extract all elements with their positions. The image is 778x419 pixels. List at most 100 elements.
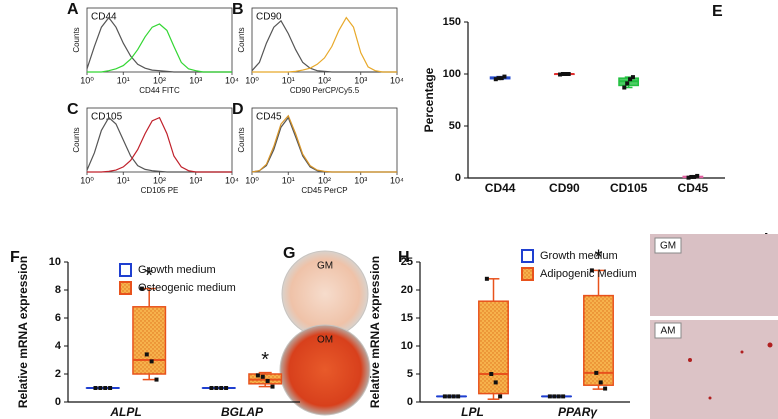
data-point xyxy=(630,75,635,80)
y-tick-label: 100 xyxy=(443,68,461,80)
y-tick-label: 25 xyxy=(401,256,413,268)
lipid-spot xyxy=(708,396,712,400)
significance-marker: * xyxy=(261,349,269,371)
x-tick-label: 10³ xyxy=(189,75,202,85)
data-point xyxy=(447,394,452,399)
legend-label: Osteogenic medium xyxy=(138,282,236,294)
y-tick-label: 2 xyxy=(55,368,61,380)
y-tick-label: 15 xyxy=(401,312,413,324)
data-point xyxy=(552,394,557,399)
x-tick-label: 10² xyxy=(318,75,331,85)
legend-label: Growth medium xyxy=(138,264,216,276)
data-point xyxy=(589,268,594,273)
y-tick-label: 4 xyxy=(55,340,62,352)
data-point xyxy=(689,174,694,179)
data-point xyxy=(108,386,113,390)
y-tick-label: 0 xyxy=(407,396,413,408)
data-point xyxy=(686,175,691,180)
x-axis-label: CD44 FITC xyxy=(139,86,180,95)
panel-letter: E xyxy=(712,3,723,20)
data-point xyxy=(93,386,98,390)
legend-label: Adipogenic Medium xyxy=(540,268,637,280)
data-point xyxy=(628,77,633,82)
legend-swatch xyxy=(521,249,534,263)
data-point xyxy=(692,174,697,179)
significance-marker: * xyxy=(595,247,603,269)
histogram-line xyxy=(252,16,397,73)
panel-letter: C xyxy=(67,101,79,118)
y-axis-label: Counts xyxy=(237,27,246,52)
data-point xyxy=(270,384,275,389)
x-tick-label: 10⁴ xyxy=(225,175,239,185)
data-point xyxy=(496,76,501,81)
panel-letter: H xyxy=(398,249,410,266)
y-tick-label: 150 xyxy=(443,16,461,28)
data-point xyxy=(451,394,456,399)
y-tick-label: 0 xyxy=(55,396,61,408)
y-tick-label: 10 xyxy=(49,256,61,268)
x-tick-label: 10⁴ xyxy=(225,75,239,85)
label-box xyxy=(654,237,682,254)
data-point xyxy=(255,373,260,378)
data-point xyxy=(622,85,627,90)
y-axis-label: Counts xyxy=(237,127,246,152)
x-tick-label: 10³ xyxy=(354,175,367,185)
data-point xyxy=(456,394,461,399)
legend-swatch xyxy=(119,263,132,277)
y-tick-label: 5 xyxy=(407,368,413,380)
data-point xyxy=(558,72,563,77)
data-point xyxy=(224,386,229,390)
x-tick-label: 10⁰ xyxy=(80,175,94,185)
plot-label: CD44 xyxy=(91,12,117,23)
data-point xyxy=(260,374,265,379)
y-tick-label: 0 xyxy=(455,172,461,184)
lipid-spot xyxy=(767,342,773,348)
data-point xyxy=(598,380,603,385)
x-tick-label: LPL xyxy=(461,405,484,419)
y-tick-label: 8 xyxy=(55,284,61,296)
data-point xyxy=(566,72,571,76)
plot-label: CD45 xyxy=(256,112,282,123)
box xyxy=(478,300,509,395)
histogram-line xyxy=(87,23,232,73)
image-label: AM xyxy=(661,326,676,337)
label-box xyxy=(654,322,682,339)
x-tick-label: ALPL xyxy=(109,405,141,419)
dish-image xyxy=(279,324,371,416)
panel-letter: B xyxy=(232,1,244,18)
x-tick-label: CD44 xyxy=(485,181,516,195)
x-tick-label: BGLAP xyxy=(221,405,264,419)
legend-label: Growth medium xyxy=(540,250,618,262)
data-point xyxy=(484,276,489,281)
x-tick-label: 10⁴ xyxy=(390,175,404,185)
y-axis-label: Relative mRNA expression xyxy=(16,256,30,408)
image-label: OM xyxy=(317,335,333,346)
x-tick-label: PPARγ xyxy=(558,405,598,419)
histogram-line xyxy=(87,116,232,173)
data-point xyxy=(594,370,599,375)
x-tick-label: 10¹ xyxy=(282,75,295,85)
x-tick-label: 10⁰ xyxy=(245,175,259,185)
x-tick-label: 10⁰ xyxy=(80,75,94,85)
x-tick-label: CD105 xyxy=(610,181,648,195)
histogram-line xyxy=(86,16,232,73)
data-point xyxy=(563,72,568,76)
data-point xyxy=(493,380,498,385)
histogram-line xyxy=(251,19,397,73)
data-point xyxy=(603,386,608,391)
x-tick-label: CD90 xyxy=(549,181,580,195)
data-point xyxy=(489,372,494,376)
data-point xyxy=(442,394,447,399)
lipid-spot xyxy=(688,358,692,362)
x-tick-label: 10² xyxy=(153,175,166,185)
data-point xyxy=(139,286,144,291)
significance-marker: * xyxy=(145,265,153,287)
data-point xyxy=(265,379,270,383)
y-axis-label: Relative mRNA expression xyxy=(368,256,382,408)
plot-label: CD105 xyxy=(91,112,123,123)
y-axis-label: Counts xyxy=(72,27,81,52)
data-point xyxy=(695,173,700,178)
data-point xyxy=(209,386,214,390)
data-point xyxy=(103,386,108,390)
